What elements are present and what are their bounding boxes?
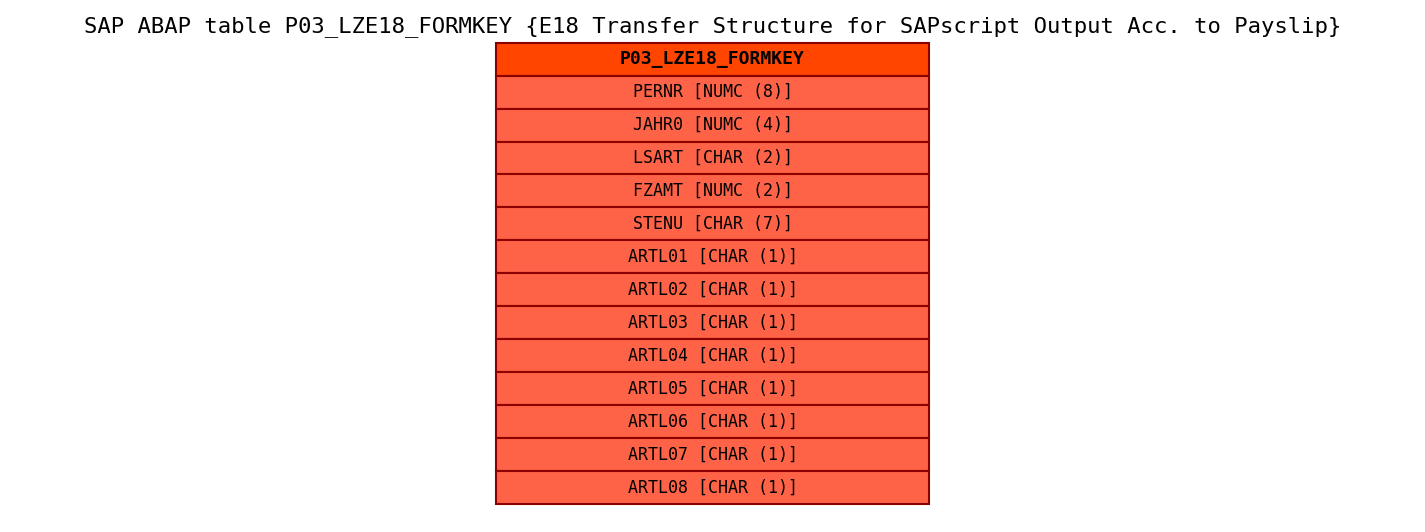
FancyBboxPatch shape [496, 438, 929, 471]
Text: JAHR0 [NUMC (4)]: JAHR0 [NUMC (4)] [633, 116, 792, 134]
FancyBboxPatch shape [496, 405, 929, 438]
Text: ARTL07 [CHAR (1)]: ARTL07 [CHAR (1)] [627, 446, 798, 464]
Text: ARTL05 [CHAR (1)]: ARTL05 [CHAR (1)] [627, 380, 798, 398]
FancyBboxPatch shape [496, 306, 929, 339]
Text: ARTL03 [CHAR (1)]: ARTL03 [CHAR (1)] [627, 314, 798, 332]
FancyBboxPatch shape [496, 471, 929, 504]
Text: LSART [CHAR (2)]: LSART [CHAR (2)] [633, 149, 792, 167]
Text: ARTL01 [CHAR (1)]: ARTL01 [CHAR (1)] [627, 248, 798, 266]
Text: ARTL04 [CHAR (1)]: ARTL04 [CHAR (1)] [627, 347, 798, 365]
FancyBboxPatch shape [496, 207, 929, 240]
Text: ARTL06 [CHAR (1)]: ARTL06 [CHAR (1)] [627, 413, 798, 431]
Text: ARTL02 [CHAR (1)]: ARTL02 [CHAR (1)] [627, 281, 798, 299]
FancyBboxPatch shape [496, 372, 929, 405]
Text: ARTL08 [CHAR (1)]: ARTL08 [CHAR (1)] [627, 479, 798, 497]
FancyBboxPatch shape [496, 43, 929, 76]
FancyBboxPatch shape [496, 174, 929, 207]
FancyBboxPatch shape [496, 339, 929, 372]
Text: STENU [CHAR (7)]: STENU [CHAR (7)] [633, 215, 792, 233]
Text: SAP ABAP table P03_LZE18_FORMKEY {E18 Transfer Structure for SAPscript Output Ac: SAP ABAP table P03_LZE18_FORMKEY {E18 Tr… [84, 16, 1341, 37]
FancyBboxPatch shape [496, 142, 929, 174]
FancyBboxPatch shape [496, 109, 929, 142]
Text: PERNR [NUMC (8)]: PERNR [NUMC (8)] [633, 83, 792, 101]
FancyBboxPatch shape [496, 273, 929, 306]
FancyBboxPatch shape [496, 76, 929, 109]
FancyBboxPatch shape [496, 240, 929, 273]
Text: FZAMT [NUMC (2)]: FZAMT [NUMC (2)] [633, 182, 792, 200]
Text: P03_LZE18_FORMKEY: P03_LZE18_FORMKEY [620, 50, 805, 68]
